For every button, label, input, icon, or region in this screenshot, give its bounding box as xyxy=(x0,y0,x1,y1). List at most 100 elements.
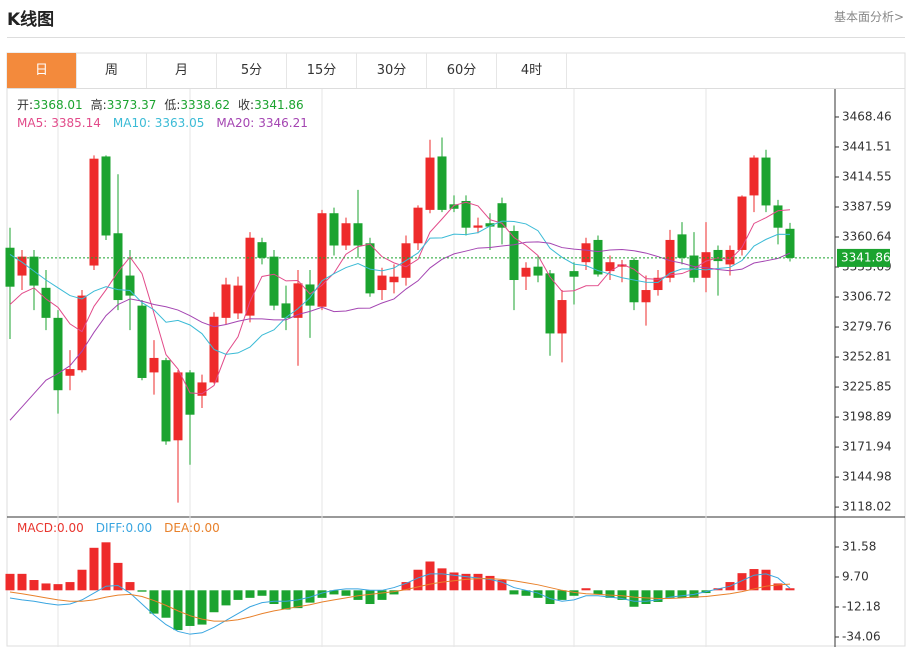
tab[interactable]: 日 xyxy=(7,53,77,88)
macd-bar xyxy=(329,590,339,595)
info-value: 3373.37 xyxy=(107,98,157,112)
candle-body xyxy=(749,157,759,196)
macd-bar xyxy=(593,590,603,595)
y-tick-label: 3198.89 xyxy=(842,410,892,424)
info-label: 开: xyxy=(17,98,33,112)
macd-bar xyxy=(665,590,675,598)
macd-bar xyxy=(761,569,771,591)
tab[interactable]: 30分 xyxy=(357,53,427,88)
candle-body xyxy=(773,205,783,228)
macd-legend: MACD:0.00 DIFF:0.00 DEA:0.00 xyxy=(17,521,220,535)
macd-bar xyxy=(341,590,351,596)
candle-body xyxy=(305,284,315,306)
tab[interactable]: 15分 xyxy=(287,53,357,88)
y-tick-label: 3387.59 xyxy=(842,200,892,214)
legend-name: MA20: xyxy=(216,116,254,130)
macd-bar xyxy=(101,542,111,591)
candle-body xyxy=(101,156,111,236)
candle-body xyxy=(641,290,651,303)
y-tick-label: 3306.72 xyxy=(842,290,892,304)
candle-body xyxy=(509,231,519,281)
legend-name: MACD: xyxy=(17,521,57,535)
candle-body xyxy=(665,239,675,278)
macd-bar xyxy=(497,580,507,591)
y-tick-label: 3441.51 xyxy=(842,139,892,153)
tab[interactable]: 周 xyxy=(77,53,147,88)
candle-body xyxy=(389,276,399,283)
macd-bar xyxy=(737,573,747,591)
macd-bar xyxy=(29,580,39,591)
candle-body xyxy=(485,223,495,227)
candle-body xyxy=(197,382,207,396)
macd-bar xyxy=(89,547,99,591)
macd-bar xyxy=(785,588,795,591)
candle-body xyxy=(557,300,567,334)
macd-bar xyxy=(293,590,303,609)
candle-body xyxy=(437,156,447,210)
y-tick-label: 3144.98 xyxy=(842,470,892,484)
ma-line xyxy=(9,201,791,395)
candle-body xyxy=(365,243,375,294)
tab[interactable]: 60分 xyxy=(427,53,497,88)
macd-bar xyxy=(413,569,423,591)
macd-bar xyxy=(41,583,51,591)
macd-bar xyxy=(65,582,75,591)
legend-value: 0.00 xyxy=(125,521,152,535)
macd-bar xyxy=(137,590,147,592)
candle-body xyxy=(425,157,435,210)
macd-bar xyxy=(281,590,291,610)
info-value: 3338.62 xyxy=(180,98,230,112)
macd-bar xyxy=(53,584,63,591)
macd-bar xyxy=(149,590,159,614)
macd-bar xyxy=(269,590,279,605)
candle-body xyxy=(5,247,15,287)
macd-bar xyxy=(257,590,267,596)
candle-body xyxy=(533,266,543,276)
tab[interactable]: 5分 xyxy=(217,53,287,88)
legend-name: DIFF: xyxy=(96,521,126,535)
legend-value: 0.00 xyxy=(193,521,220,535)
macd-bar xyxy=(449,572,459,591)
macd-bar xyxy=(773,583,783,591)
candle-body xyxy=(677,234,687,258)
candle-body xyxy=(569,271,579,277)
legend-value: 3363.05 xyxy=(155,116,205,130)
tab[interactable]: 4时 xyxy=(497,53,567,88)
legend-name: MA10: xyxy=(113,116,151,130)
y-tick-label: 9.70 xyxy=(842,570,869,584)
frame xyxy=(6,52,906,647)
y-tick-label: 3118.02 xyxy=(842,500,892,514)
macd-bar xyxy=(581,588,591,591)
macd-bar xyxy=(161,590,171,618)
candle-body xyxy=(245,237,255,316)
ma-legend: MA5: 3385.14 MA10: 3363.05 MA20: 3346.21 xyxy=(17,116,308,130)
candle-body xyxy=(521,267,531,277)
candle-body xyxy=(221,284,231,318)
macd-bar xyxy=(473,573,483,591)
macd-bar xyxy=(233,590,243,600)
macd-bar xyxy=(245,590,255,598)
macd-bar xyxy=(617,590,627,600)
ohlc-info: 开:3368.01 高:3373.37 低:3338.62 收:3341.86 xyxy=(17,97,304,112)
macd-bar xyxy=(605,590,615,598)
legend-name: DEA: xyxy=(164,521,193,535)
macd-bar xyxy=(569,590,579,596)
tab[interactable]: 月 xyxy=(147,53,217,88)
candle-body xyxy=(233,285,243,314)
macd-bar xyxy=(629,590,639,607)
y-tick-label: 3279.76 xyxy=(842,320,892,334)
fundamental-link[interactable]: 基本面分析> xyxy=(833,10,904,24)
macd-bar xyxy=(533,590,543,598)
candle-body xyxy=(341,223,351,246)
info-value: 3368.01 xyxy=(33,98,83,112)
legend-value: 3385.14 xyxy=(51,116,101,130)
legend-name: MA5: xyxy=(17,116,47,130)
macd-bar xyxy=(557,590,567,600)
info-label: 低: xyxy=(164,98,180,112)
macd-bar xyxy=(197,590,207,625)
candle-body xyxy=(89,158,99,266)
candle-body xyxy=(137,305,147,378)
macd-bar xyxy=(185,590,195,626)
macd-bar xyxy=(305,590,315,603)
